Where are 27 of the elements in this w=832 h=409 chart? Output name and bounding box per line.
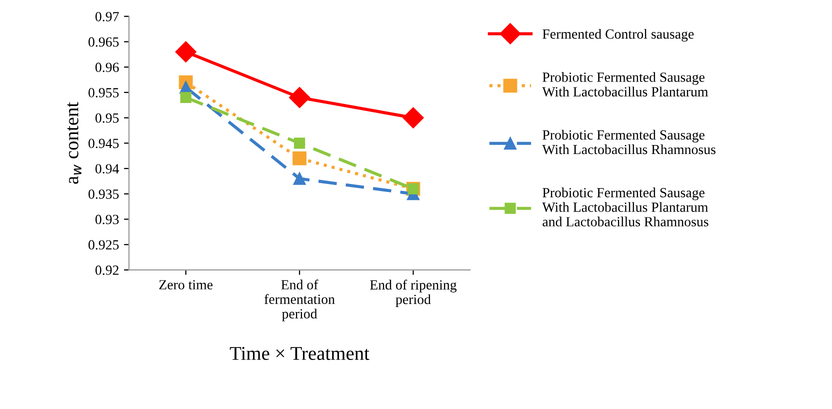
x-tick-label: End of fermentation period bbox=[264, 280, 335, 322]
point bbox=[402, 107, 424, 128]
point bbox=[293, 172, 306, 185]
legend-label: Fermented Control sausage bbox=[542, 28, 694, 42]
y-tick-label: 0.965 bbox=[88, 37, 119, 47]
y-tick-label: 0.945 bbox=[88, 138, 119, 148]
y-tick-label: 0.94 bbox=[95, 164, 120, 174]
legend-label: Probiotic Fermented Sausage With Lactobacillus Plantarum bbox=[542, 72, 708, 97]
y-tick-label: 0.955 bbox=[88, 88, 119, 98]
y-tick-label: 0.925 bbox=[88, 240, 119, 250]
y-tick-label: 0.935 bbox=[88, 189, 119, 199]
legend-label: Probiotic Fermented Sausage With Lactobacillus Plantarum and Lactobacillus Rhamnosus bbox=[542, 188, 708, 226]
y-tick-label: 0.93 bbox=[95, 214, 119, 224]
y-tick-label: 0.92 bbox=[95, 266, 118, 275]
y-axis-title: a$_{w}$ content bbox=[67, 102, 82, 184]
y-tick-label: 0.97 bbox=[95, 12, 119, 22]
point bbox=[294, 138, 306, 149]
legend-label: Probiotic Fermented Sausage With Lactobacillus Rhamnosus bbox=[542, 130, 716, 154]
y-tick-label: 0.95 bbox=[95, 113, 119, 123]
point bbox=[180, 92, 192, 104]
point bbox=[175, 41, 196, 62]
y-tick-label: 0.96 bbox=[95, 62, 119, 72]
point bbox=[292, 151, 306, 166]
x-tick-label: End of ripening period bbox=[370, 280, 457, 307]
x-axis-title: Time × Treatment bbox=[230, 346, 370, 360]
point bbox=[289, 86, 310, 108]
x-tick-label: Zero time bbox=[159, 280, 213, 290]
